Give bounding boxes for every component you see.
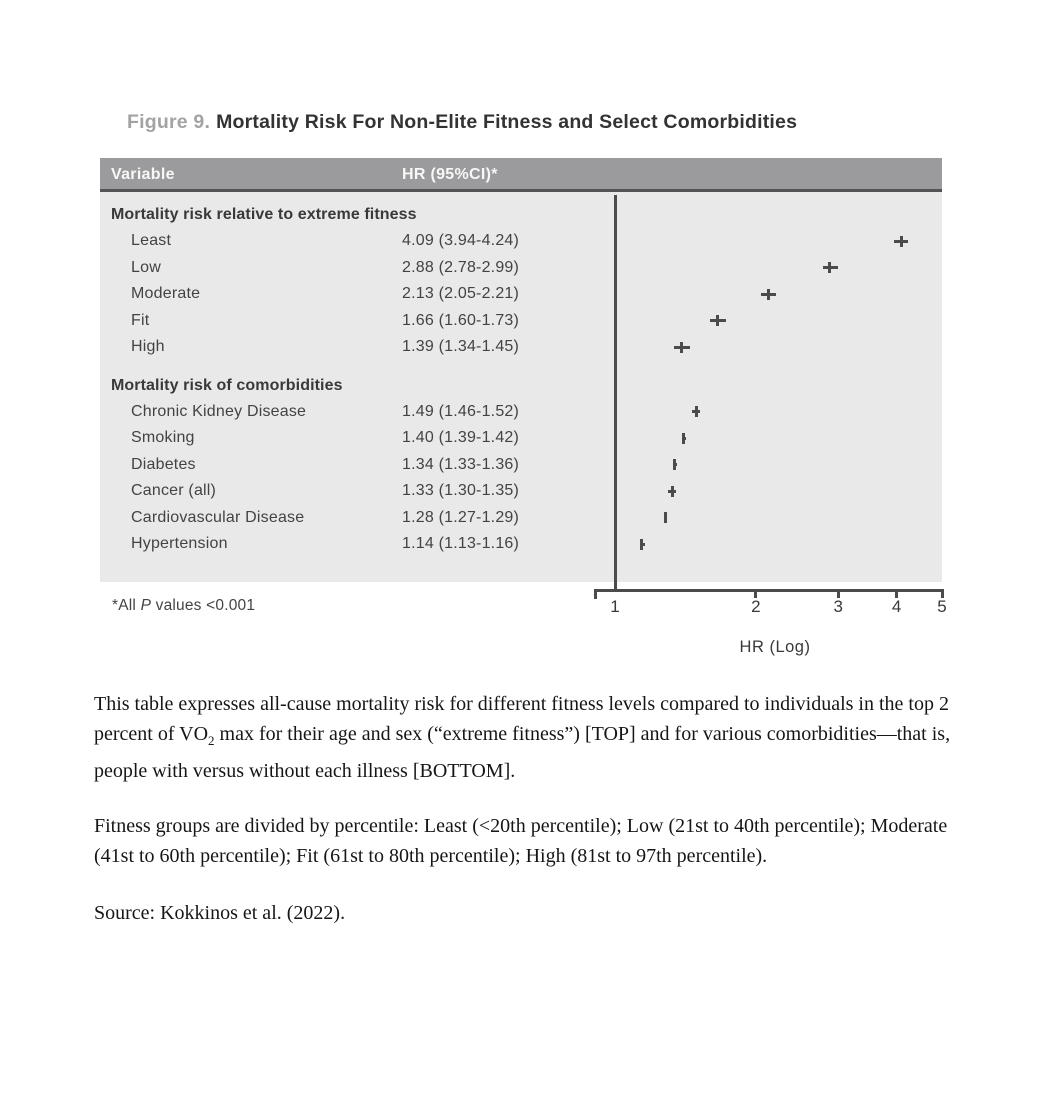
table-row: Least 4.09 (3.94-4.24) — [100, 228, 942, 255]
column-header-hr: HR (95%CI)* — [402, 166, 498, 183]
figure-title: Figure 9. Mortality Risk For Non-Elite Fi… — [127, 111, 797, 134]
caption-text: max for their age and sex (“extreme fitn… — [94, 723, 951, 782]
row-label: Cancer (all) — [131, 482, 217, 499]
footnote-p-italic: P — [140, 597, 152, 614]
row-hr-value: 1.49 (1.46-1.52) — [402, 402, 520, 420]
forest-plot-table: Variable HR (95%CI)* Mortality risk rela… — [100, 158, 942, 582]
axis-tick-label: 4 — [891, 597, 902, 616]
row-label: Smoking — [131, 429, 195, 446]
table-row: High 1.39 (1.34-1.45) — [100, 334, 942, 361]
footnote-prefix: *All — [112, 597, 141, 614]
table-section-header: Mortality risk relative to extreme fitne… — [111, 206, 417, 223]
row-hr-value: 1.34 (1.33-1.36) — [402, 455, 520, 473]
table-row: Moderate 2.13 (2.05-2.21) — [100, 281, 942, 308]
table-row: Fit 1.66 (1.60-1.73) — [100, 308, 942, 335]
table-row: Hypertension 1.14 (1.13-1.16) — [100, 531, 942, 558]
axis-tick-label: 2 — [751, 597, 761, 616]
row-label: Hypertension — [131, 535, 228, 552]
row-hr-value: 1.40 (1.39-1.42) — [402, 429, 520, 446]
footnote-suffix: values <0.001 — [151, 597, 256, 614]
row-label: Chronic Kidney Disease — [131, 402, 307, 420]
table-row: Smoking 1.40 (1.39-1.42) — [100, 425, 942, 452]
row-label: Least — [131, 232, 172, 249]
axis-tick — [836, 589, 840, 598]
axis-tick-label: 1 — [610, 597, 620, 616]
row-hr-value: 1.33 (1.30-1.35) — [402, 482, 520, 499]
row-hr-value: 1.14 (1.13-1.16) — [402, 535, 520, 552]
x-axis-label: HR (Log) — [739, 638, 811, 656]
caption-text: This table expresses all-cause mortality… — [94, 693, 949, 745]
table-row: Cancer (all) 1.33 (1.30-1.35) — [100, 478, 942, 505]
figure-heading: Mortality Risk For Non-Elite Fitness and… — [216, 111, 798, 133]
x-axis-endcap — [594, 589, 597, 599]
row-label: Fit — [131, 311, 150, 329]
plot-baseline-divider — [614, 195, 617, 590]
table-footnote: *All P values <0.001 — [112, 597, 255, 615]
x-axis-line — [594, 589, 942, 592]
row-hr-value: 1.28 (1.27-1.29) — [402, 508, 520, 526]
row-hr-value: 2.88 (2.78-2.99) — [402, 258, 520, 276]
axis-tick-label: 3 — [833, 597, 843, 616]
table-row: Diabetes 1.34 (1.33-1.36) — [100, 452, 942, 479]
caption-paragraph-2: Fitness groups are divided by percentile… — [94, 815, 948, 867]
axis-tick — [754, 589, 758, 598]
caption-paragraph-1: This table expresses all-cause mortality… — [94, 689, 972, 786]
table-body: Mortality risk relative to extreme fitne… — [100, 192, 942, 582]
column-header-variable: Variable — [111, 166, 175, 183]
row-hr-value: 2.13 (2.05-2.21) — [402, 285, 520, 302]
row-label: Low — [131, 258, 161, 276]
row-hr-value: 1.66 (1.60-1.73) — [402, 311, 520, 329]
table-row: Cardiovascular Disease 1.28 (1.27-1.29) — [100, 505, 942, 532]
row-label: Moderate — [131, 285, 201, 302]
row-label: Diabetes — [131, 455, 196, 473]
axis-tick-label: 5 — [937, 597, 947, 616]
figure-number-label: Figure 9. — [127, 111, 211, 133]
row-hr-value: 4.09 (3.94-4.24) — [402, 232, 520, 249]
row-label: Cardiovascular Disease — [131, 508, 305, 526]
vo2-subscript: 2 — [208, 733, 215, 748]
axis-tick — [940, 589, 944, 598]
table-section-header: Mortality risk of comorbidities — [111, 376, 343, 394]
table-header-row: Variable HR (95%CI)* — [100, 158, 942, 192]
table-row: Chronic Kidney Disease 1.49 (1.46-1.52) — [100, 399, 942, 426]
row-hr-value: 1.39 (1.34-1.45) — [402, 338, 520, 355]
row-label: High — [131, 338, 165, 355]
axis-tick — [895, 589, 899, 598]
source-line: Source: Kokkinos et al. (2022). — [94, 902, 346, 924]
table-row: Low 2.88 (2.78-2.99) — [100, 255, 942, 282]
